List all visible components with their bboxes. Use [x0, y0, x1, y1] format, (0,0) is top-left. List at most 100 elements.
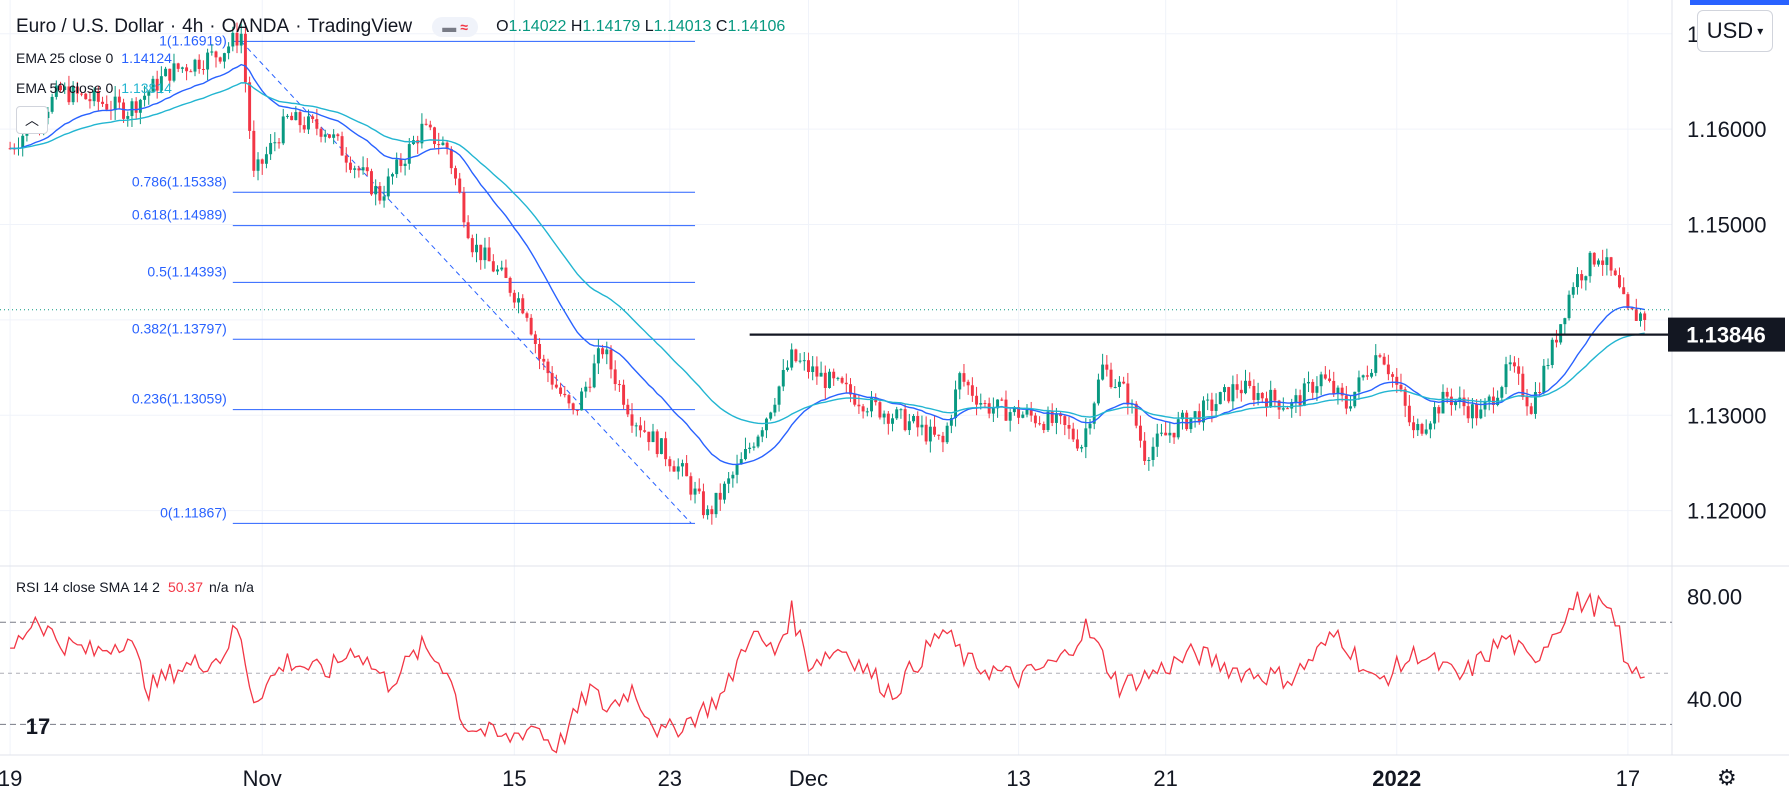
candle-body	[626, 404, 630, 415]
candle-body	[693, 488, 697, 495]
candle-body	[353, 168, 357, 170]
rsi-axis-label: 40.00	[1687, 687, 1742, 712]
candle-body	[92, 90, 96, 102]
candle-body	[1138, 425, 1142, 441]
candle-body	[210, 51, 214, 53]
candle-body	[1386, 364, 1390, 375]
candle-body	[433, 127, 436, 145]
candle-body	[264, 154, 268, 164]
collapse-legend-button[interactable]: ︿	[16, 106, 48, 134]
candle-body	[214, 51, 218, 58]
currency-button[interactable]: USD ▾	[1697, 10, 1773, 52]
horizontal-lines[interactable]: 1.13846	[0, 309, 1785, 352]
candle-body	[790, 349, 794, 368]
candle-body	[1643, 313, 1647, 320]
gear-icon[interactable]: ⚙	[1717, 765, 1737, 790]
candle-body	[912, 416, 916, 422]
candle-body	[1639, 313, 1642, 321]
candle-body	[1491, 396, 1495, 406]
candle-body	[542, 358, 546, 362]
candle-body	[819, 372, 823, 377]
candle-body	[1017, 407, 1021, 418]
candle-body	[861, 406, 865, 412]
fib-level-label: 0.382(1.13797)	[132, 320, 227, 336]
candle-body	[357, 168, 361, 171]
candle-body	[239, 33, 243, 46]
candle-body	[1538, 392, 1542, 394]
ema-lines	[10, 63, 1645, 466]
candle-body	[1227, 387, 1231, 402]
interval[interactable]: 4h	[182, 16, 204, 37]
candle-body	[197, 59, 201, 69]
candle-body	[895, 409, 899, 419]
candle-body	[672, 466, 676, 472]
market-status-pill[interactable]: ▬ ≈	[432, 17, 479, 37]
ema25-legend[interactable]: EMA 25 close 0 1.14124	[16, 50, 172, 66]
candle-body	[1437, 407, 1441, 414]
candle-body	[403, 163, 407, 166]
time-axis-label: 19	[0, 766, 22, 791]
candle-body	[517, 298, 521, 303]
ema50-legend[interactable]: EMA 50 close 0 1.13814	[16, 80, 172, 96]
candle-body	[1197, 411, 1201, 423]
candle-body	[706, 509, 710, 516]
candle-body	[1164, 432, 1168, 436]
candle-body	[760, 430, 764, 437]
candle-body	[920, 424, 924, 428]
candle-body	[445, 142, 449, 149]
candle-body	[1344, 395, 1348, 409]
time-axis-label: Nov	[243, 766, 282, 791]
candle-body	[676, 466, 680, 472]
candle-body	[1328, 378, 1332, 381]
candle-body	[941, 435, 945, 443]
candle-body	[407, 144, 411, 164]
candle-body	[1403, 389, 1407, 406]
rsi-legend[interactable]: RSI 14 close SMA 14 2 50.37 n/a n/a	[16, 579, 254, 595]
candle-body	[1244, 380, 1247, 394]
candle-body	[533, 334, 537, 344]
candle-body	[1378, 355, 1382, 357]
fibonacci-retracement[interactable]: 1(1.16919) 0.786(1.15338) 0.618(1.14989) 0.…	[132, 32, 696, 524]
axes: 1.170001.160001.150001.130001.1200019Nov…	[0, 22, 1767, 791]
candle-body	[370, 171, 373, 195]
candle-body	[117, 96, 121, 103]
candle-body	[1286, 408, 1289, 410]
symbol-name[interactable]: Euro / U.S. Dollar	[16, 16, 164, 37]
candle-body	[1504, 364, 1508, 388]
candle-body	[529, 317, 533, 335]
candle-body	[361, 167, 365, 171]
candle-body	[701, 491, 705, 516]
candle-body	[1521, 373, 1525, 398]
candle-body	[386, 176, 390, 197]
candle-body	[1260, 392, 1264, 399]
candle-body	[878, 402, 882, 418]
candle-body	[1235, 384, 1239, 390]
candle-body	[823, 372, 827, 389]
candle-body	[928, 426, 932, 442]
candle-body	[504, 267, 508, 278]
candle-body	[458, 178, 462, 193]
candle-body	[1630, 308, 1634, 310]
candle-body	[857, 404, 861, 407]
candle-body	[975, 395, 979, 405]
candle-body	[269, 142, 273, 155]
candle-body	[655, 431, 659, 455]
time-axis-label: Dec	[789, 766, 828, 791]
candle-body	[596, 348, 600, 364]
candle-body	[147, 91, 151, 96]
time-axis-label: 13	[1006, 766, 1030, 791]
candle-body	[680, 463, 684, 467]
candle-body	[743, 449, 747, 460]
candle-body	[340, 136, 344, 156]
candle-body	[605, 349, 609, 355]
candle-body	[538, 343, 542, 359]
candle-body	[1580, 274, 1584, 281]
resistance-price-badge	[1668, 317, 1785, 352]
separator: ·	[209, 16, 216, 37]
time-axis-label: 23	[658, 766, 682, 791]
tradingview-logo-icon[interactable]: 17	[25, 714, 51, 739]
candle-body	[1063, 416, 1067, 425]
candle-body	[748, 447, 752, 450]
candle-body	[1210, 399, 1214, 411]
